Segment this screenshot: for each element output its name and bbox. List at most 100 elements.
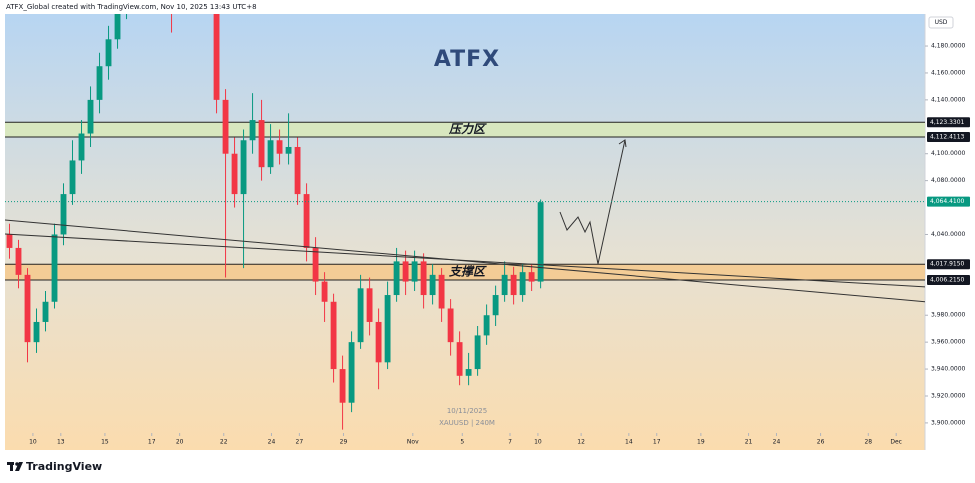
candle-body	[213, 14, 220, 100]
x-tick-label: Dec	[890, 439, 902, 446]
x-tick-label: 24	[773, 439, 781, 446]
x-tick-label: 21	[745, 439, 753, 446]
zone-label: 支撑区	[449, 265, 487, 279]
candle-body	[537, 202, 544, 282]
y-tick-label: 4,080.0000	[931, 177, 966, 184]
candle-body	[357, 288, 364, 343]
x-tick-label: 29	[340, 439, 348, 446]
candle-body	[402, 261, 409, 282]
candle-body	[510, 274, 517, 296]
price-tag	[927, 274, 970, 285]
candle-body	[60, 194, 67, 235]
candle-body	[483, 315, 490, 336]
candle-body	[33, 321, 40, 343]
date-label: 10/11/2025	[447, 407, 487, 415]
x-tick-label: 28	[864, 439, 872, 446]
price-tag	[927, 117, 970, 128]
trend-line	[5, 233, 925, 288]
candle-body	[420, 261, 427, 296]
candle-body	[312, 247, 319, 282]
y-tick-label: 4,140.0000	[931, 96, 966, 103]
candle-body	[456, 342, 463, 376]
candle-body	[15, 247, 22, 275]
y-tick-label: 3,980.0000	[931, 312, 966, 319]
x-tick-label: 27	[296, 439, 304, 446]
candle-body	[105, 39, 112, 67]
candle-body	[411, 261, 418, 282]
candle-body	[492, 295, 499, 316]
y-tick-label: 4,180.0000	[931, 43, 966, 50]
candle-body	[267, 140, 274, 168]
candle-body	[366, 288, 373, 322]
candle-body	[321, 281, 328, 302]
candle-body	[429, 274, 436, 296]
candle-body	[276, 140, 283, 154]
x-tick-label: Nov	[407, 439, 419, 446]
candle-body	[447, 308, 454, 343]
candle-body	[231, 153, 238, 195]
symbol-label: XAUUSD | 240M	[439, 419, 495, 427]
candle-body	[303, 194, 310, 248]
x-tick-label: 13	[57, 439, 65, 446]
price-tag-label: 4,006.2150	[930, 276, 965, 283]
candle-body	[519, 272, 526, 296]
price-tag-label: 4,112.4113	[930, 134, 965, 141]
price-tag-label: 4,064.4100	[930, 198, 965, 205]
x-tick-label: 20	[176, 439, 184, 446]
x-tick-label: 22	[220, 439, 228, 446]
zone-label: 压力区	[448, 122, 487, 136]
projection-path	[559, 139, 626, 265]
x-tick-label: 15	[101, 439, 109, 446]
price-tag-label: 4,017.9150	[930, 261, 965, 268]
x-tick-label: 7	[508, 439, 512, 446]
y-tick-label: 3,940.0000	[931, 366, 966, 373]
zone	[5, 122, 925, 138]
zone	[5, 264, 925, 280]
plot-background	[5, 14, 925, 450]
candle-body	[222, 99, 229, 154]
candle-body	[96, 66, 103, 100]
price-tag	[927, 196, 970, 207]
footer: TradingView	[26, 460, 102, 473]
x-tick-label: 24	[268, 439, 276, 446]
y-tick-label: 3,920.0000	[931, 392, 966, 399]
candle-body	[438, 274, 445, 309]
y-tick-label: 3,960.0000	[931, 339, 966, 346]
x-tick-label: 5	[460, 439, 464, 446]
x-tick-label: 10	[29, 439, 37, 446]
candle-body	[78, 133, 85, 161]
x-tick-label: 14	[625, 439, 633, 446]
candle-body	[249, 120, 256, 141]
x-tick-label: 17	[148, 439, 156, 446]
header: ATFX_Global created with TradingView.com…	[6, 3, 257, 11]
y-tick-label: 4,100.0000	[931, 150, 966, 157]
currency: USD	[935, 19, 948, 26]
candle-body	[285, 146, 292, 154]
candle-body	[69, 160, 76, 195]
candles	[6, 14, 544, 430]
price-tag-label: 4,123.3301	[930, 119, 965, 126]
candle-body	[339, 369, 346, 403]
x-tick-label: 19	[697, 439, 705, 446]
candle-body	[114, 14, 121, 40]
candle-body	[24, 274, 31, 343]
candle-body	[258, 120, 265, 168]
candle-body	[330, 301, 337, 370]
candle-body	[240, 140, 247, 195]
candle-body	[294, 146, 301, 195]
y-tick-label: 4,160.0000	[931, 69, 966, 76]
currency-box	[928, 16, 954, 29]
price-axis-background	[925, 14, 970, 450]
candle-body	[528, 272, 535, 282]
candle-body	[384, 295, 391, 363]
y-tick-label: 4,040.0000	[931, 231, 966, 238]
watermark: ATFX	[434, 47, 500, 72]
x-tick-label: 26	[817, 439, 825, 446]
candle-body	[51, 234, 58, 302]
axes: 4,180.0000 4,160.0000 4,140.0000 4,100.0000…	[5, 43, 970, 446]
candle-body	[501, 274, 508, 296]
x-tick-label: 10	[534, 439, 542, 446]
y-tick-label: 3,900.0000	[931, 419, 966, 426]
